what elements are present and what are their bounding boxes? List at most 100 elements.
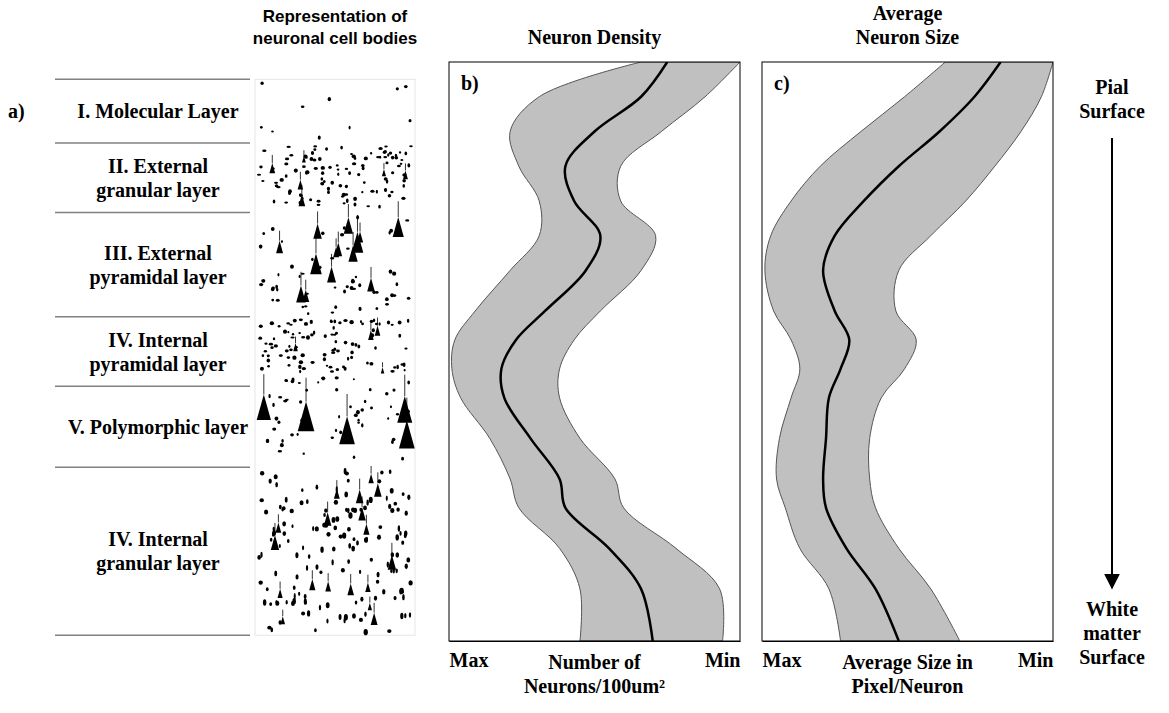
neuron-glyph	[357, 419, 359, 422]
layer-panel: Representation ofneuronal cell bodiesI. …	[8, 7, 417, 635]
neuron-glyph	[344, 614, 348, 620]
neuron-glyph	[334, 286, 337, 288]
neuron-glyph	[353, 537, 356, 541]
neuron-glyph	[275, 482, 278, 487]
neuron-glyph	[278, 396, 282, 399]
neuron-glyph	[335, 429, 337, 432]
neuron-glyph	[273, 337, 275, 340]
layer-label-line: IV. Internal	[108, 528, 208, 550]
neuron-glyph	[325, 147, 328, 151]
neuron-glyph	[370, 407, 373, 410]
neuron-glyph	[259, 244, 263, 248]
neuron-glyph	[352, 613, 356, 618]
neuron-glyph	[317, 204, 321, 206]
neuron-glyph	[322, 377, 325, 381]
depth-top-label-line: Surface	[1079, 100, 1145, 122]
neuron-glyph	[317, 381, 319, 383]
neuron-glyph	[384, 177, 388, 181]
neuron-glyph	[284, 379, 287, 382]
neuron-glyph	[400, 613, 403, 619]
neuron-glyph	[313, 148, 316, 151]
neuron-glyph	[327, 267, 336, 283]
neuron-glyph	[351, 279, 354, 282]
neuron-glyph	[295, 574, 298, 579]
neuron-glyph	[274, 523, 275, 535]
neuron-glyph	[304, 594, 307, 599]
neuron-glyph	[286, 600, 288, 604]
neuron-glyph	[299, 318, 303, 321]
neuron-glyph	[358, 307, 361, 311]
neuron-glyph	[300, 500, 304, 505]
neuron-glyph	[306, 170, 310, 174]
neuron-glyph	[280, 443, 284, 447]
neuron-glyph	[285, 174, 288, 178]
neuron-glyph	[336, 238, 337, 246]
range-band	[451, 62, 740, 641]
neuron-glyph	[272, 403, 275, 407]
neuron-glyph	[277, 421, 280, 424]
neuron-glyph	[257, 395, 271, 420]
neuron-glyph	[316, 484, 319, 489]
neuron-glyph	[399, 531, 401, 536]
neuron-glyph	[294, 593, 296, 599]
neuron-glyph	[369, 388, 372, 391]
neuron-glyph	[406, 398, 407, 421]
neuron-glyph	[387, 629, 391, 633]
neuron-glyph	[315, 564, 318, 570]
neuron-glyph	[331, 437, 334, 440]
panel-letter: c)	[774, 72, 790, 95]
neuron-glyph	[302, 156, 306, 163]
neuron-glyph	[398, 334, 401, 338]
axis-title-line: Neurons/100um²	[524, 675, 665, 697]
range-band	[765, 62, 1053, 641]
plot-area	[451, 62, 740, 641]
value-axis-line	[450, 641, 741, 642]
neuron-glyph	[262, 232, 265, 235]
neuron-glyph	[338, 232, 339, 243]
neuron-glyph	[275, 417, 279, 421]
neuron-glyph	[364, 157, 368, 161]
neuron-glyph	[293, 343, 298, 351]
neuron-glyph	[389, 470, 392, 475]
neuron-glyph	[327, 190, 330, 194]
depth-arrow	[1111, 138, 1113, 588]
neuron-glyph	[379, 322, 381, 326]
neuron-glyph	[279, 544, 281, 548]
neuron-glyph	[335, 516, 339, 522]
neuron-glyph	[284, 162, 288, 165]
neuron-glyph	[384, 150, 387, 153]
neuron-glyph	[332, 326, 334, 330]
neuron-glyph	[311, 258, 314, 261]
neuron-glyph	[301, 306, 304, 308]
neuron-glyph	[304, 598, 307, 604]
neuron-glyph	[272, 530, 276, 536]
neuron-glyph	[382, 589, 385, 594]
neuron-glyph	[261, 279, 265, 283]
neuron-glyph	[370, 322, 371, 330]
neuron-glyph	[405, 163, 406, 170]
layer-label-line: I. Molecular Layer	[77, 100, 238, 123]
neuron-glyph	[301, 612, 305, 616]
neuron-glyph	[377, 318, 378, 326]
neuron-illustration	[257, 82, 415, 636]
neuron-glyph	[371, 466, 372, 474]
neuron-glyph	[405, 152, 408, 156]
neuron-glyph	[266, 587, 269, 591]
neuron-glyph	[401, 197, 405, 200]
neuron-glyph	[293, 585, 296, 589]
neuron-glyph	[312, 570, 313, 579]
depth-top-label-line: Pial	[1095, 76, 1129, 98]
neuron-glyph	[345, 508, 348, 512]
neuron-glyph	[353, 197, 357, 201]
neuron-glyph	[341, 568, 345, 572]
neuron-glyph	[328, 166, 331, 169]
neuron-glyph	[288, 191, 291, 195]
neuron-glyph	[402, 179, 406, 183]
axis-title-line: Number of	[548, 651, 641, 673]
neuron-glyph	[349, 405, 352, 408]
neuron-glyph	[306, 378, 307, 402]
neuron-glyph	[309, 198, 312, 201]
neuron-glyph	[344, 492, 348, 498]
neuron-glyph	[336, 368, 339, 371]
neuron-glyph	[385, 303, 389, 306]
